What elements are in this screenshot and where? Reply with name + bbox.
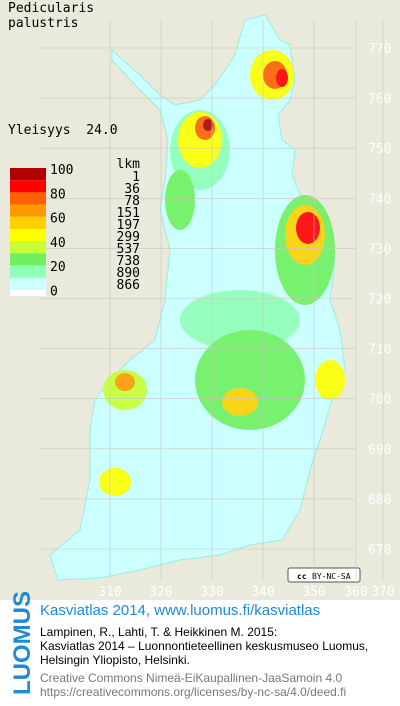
logo: LUOMUS xyxy=(9,591,36,695)
legend-count: 738 xyxy=(117,254,140,269)
x-grid-label: 350 xyxy=(302,585,325,600)
x-grid-label: 360 xyxy=(344,585,367,600)
legend-count: 1 xyxy=(132,170,140,185)
license-line: Creative Commons Nimeä-EiKaupallinen-Jaa… xyxy=(40,671,342,685)
frequency: Yleisyys 24.0 xyxy=(8,123,118,138)
y-grid-label: 690 xyxy=(368,443,391,458)
link[interactable]: Kasviatlas 2014, www.luomus.fi/kasviatla… xyxy=(40,602,320,619)
legend-count: 197 xyxy=(117,218,140,233)
legend-swatch xyxy=(10,290,46,296)
badge-icon: cc xyxy=(297,572,307,581)
legend-count: 299 xyxy=(117,230,140,245)
y-grid-label: 750 xyxy=(368,142,391,157)
legend-scale-label: 80 xyxy=(50,187,66,202)
legend-count: 537 xyxy=(117,242,140,257)
legend-swatch xyxy=(10,180,46,193)
citation-line: Kasviatlas 2014 – Luonnontieteellinen ke… xyxy=(40,639,368,653)
x-grid-label: 310 xyxy=(98,585,121,600)
legend-scale-label: 60 xyxy=(50,212,66,227)
legend-count: 866 xyxy=(117,278,140,293)
license-line: https://creativecommons.org/licenses/by-… xyxy=(40,685,346,699)
y-grid-label: 680 xyxy=(368,493,391,508)
legend-count: 36 xyxy=(124,182,140,197)
legend-count: 890 xyxy=(117,266,140,281)
x-grid-label: 320 xyxy=(149,585,172,600)
occurrence-areas xyxy=(99,50,345,496)
y-grid-label: 720 xyxy=(368,293,391,308)
y-grid-label: 770 xyxy=(368,42,391,57)
x-grid-label: 340 xyxy=(251,585,274,600)
license-badge xyxy=(287,567,361,583)
legend-swatch xyxy=(10,204,46,217)
y-grid-label: 760 xyxy=(368,92,391,107)
count-header: lkm xyxy=(117,157,141,172)
y-grid-label: 670 xyxy=(368,543,391,558)
y-grid-label: 710 xyxy=(368,343,391,358)
finland xyxy=(49,14,346,581)
citation-line: Helsingin Yliopisto, Helsinki. xyxy=(40,653,190,667)
legend-scale-label: 100 xyxy=(50,163,73,178)
species-title: Pedicularis xyxy=(8,1,94,16)
legend-count: 151 xyxy=(117,206,140,221)
species-title: palustris xyxy=(8,16,78,31)
legend-swatch xyxy=(10,229,46,242)
y-grid-label: 730 xyxy=(368,242,391,257)
y-grid-label: 700 xyxy=(368,393,391,408)
legend-scale-label: 20 xyxy=(50,260,66,275)
footer-background xyxy=(0,600,400,702)
badge-text: BY-NC-SA xyxy=(312,572,351,581)
legend-swatch xyxy=(10,168,46,181)
legend-swatch xyxy=(10,265,46,278)
legend-scale-label: 40 xyxy=(50,236,66,251)
citation-line: Lampinen, R., Lahti, T. & Heikkinen M. 2… xyxy=(40,625,277,639)
legend-scale-label: 0 xyxy=(50,285,58,300)
legend-swatch xyxy=(10,192,46,205)
y-grid-label: 740 xyxy=(368,192,391,207)
legend-swatch xyxy=(10,216,46,229)
legend-swatch xyxy=(10,241,46,254)
legend-swatch xyxy=(10,277,46,290)
legend-count: 78 xyxy=(124,194,140,209)
x-grid-label: 330 xyxy=(200,585,223,600)
legend-swatch xyxy=(10,253,46,266)
x-grid-label: 370 xyxy=(371,585,394,600)
